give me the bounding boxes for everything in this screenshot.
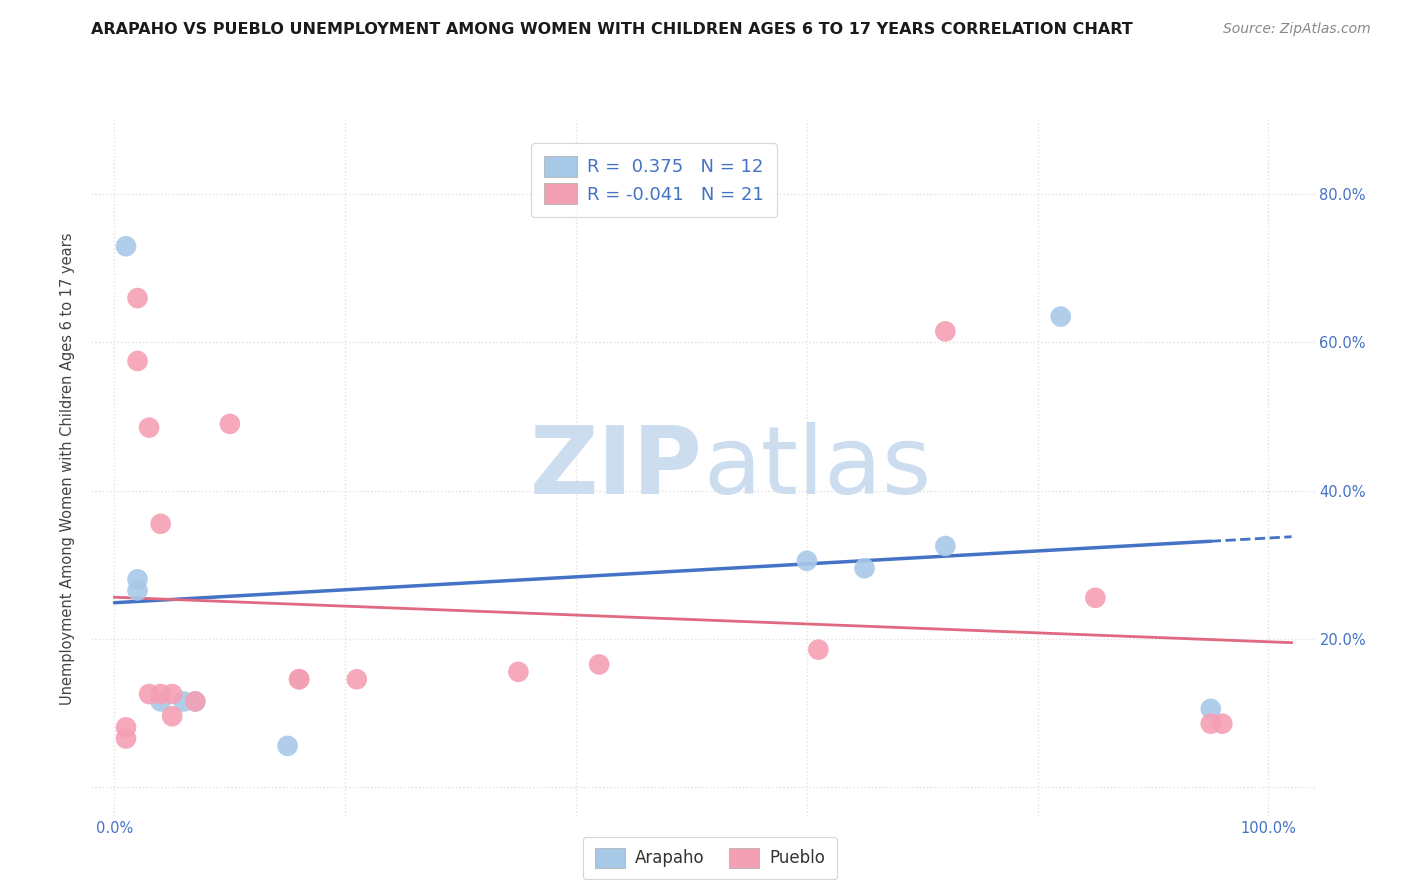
Point	[934, 324, 956, 338]
Text: ZIP: ZIP	[530, 422, 703, 515]
Point	[138, 420, 160, 434]
Point	[346, 672, 368, 686]
Text: atlas: atlas	[703, 422, 931, 515]
Point	[127, 291, 149, 305]
Legend: R =  0.375   N = 12, R = -0.041   N = 21: R = 0.375 N = 12, R = -0.041 N = 21	[531, 144, 776, 217]
Point	[184, 694, 207, 708]
Point	[173, 694, 195, 708]
Y-axis label: Unemployment Among Women with Children Ages 6 to 17 years: Unemployment Among Women with Children A…	[60, 232, 76, 705]
Point	[115, 720, 138, 734]
Point	[1211, 716, 1233, 731]
Point	[149, 516, 172, 531]
Point	[160, 687, 183, 701]
Point	[160, 709, 183, 723]
Text: ARAPAHO VS PUEBLO UNEMPLOYMENT AMONG WOMEN WITH CHILDREN AGES 6 TO 17 YEARS CORR: ARAPAHO VS PUEBLO UNEMPLOYMENT AMONG WOM…	[91, 22, 1133, 37]
Point	[1199, 716, 1222, 731]
Point	[796, 554, 818, 568]
Point	[138, 687, 160, 701]
Point	[288, 672, 311, 686]
Point	[149, 694, 172, 708]
Point	[127, 572, 149, 586]
Point	[508, 665, 530, 679]
Legend: Arapaho, Pueblo: Arapaho, Pueblo	[583, 837, 837, 880]
Point	[277, 739, 299, 753]
Point	[115, 731, 138, 746]
Text: Source: ZipAtlas.com: Source: ZipAtlas.com	[1223, 22, 1371, 37]
Point	[184, 694, 207, 708]
Point	[853, 561, 876, 575]
Point	[934, 539, 956, 553]
Point	[115, 239, 138, 253]
Point	[588, 657, 610, 672]
Point	[149, 687, 172, 701]
Point	[1199, 702, 1222, 716]
Point	[288, 672, 311, 686]
Point	[807, 642, 830, 657]
Point	[1049, 310, 1071, 324]
Point	[127, 354, 149, 368]
Point	[218, 417, 240, 431]
Point	[1084, 591, 1107, 605]
Point	[127, 583, 149, 598]
